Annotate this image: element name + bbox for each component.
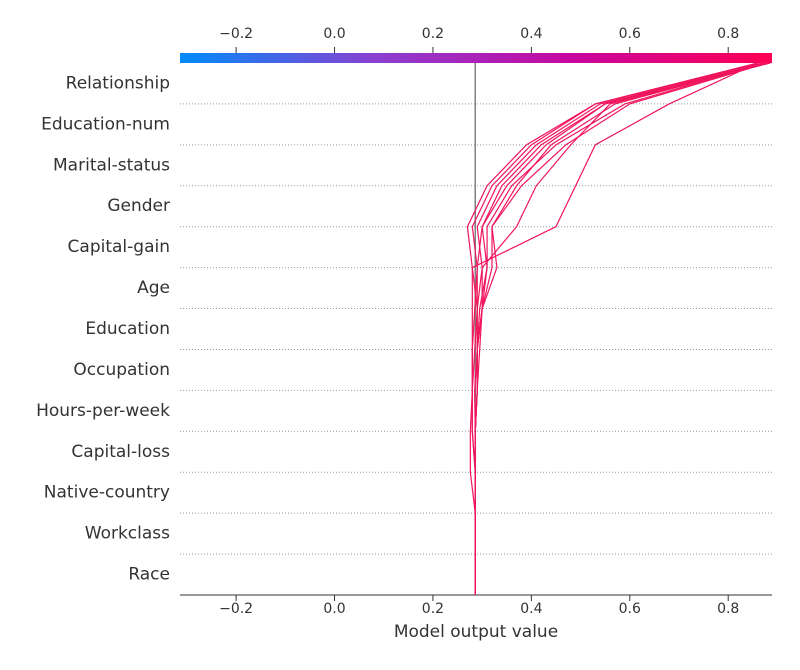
feature-label: Relationship	[66, 73, 170, 93]
x-tick-label: 0.0	[323, 601, 345, 617]
x-tick-label: −0.2	[219, 601, 253, 617]
feature-label: Hours-per-week	[36, 401, 170, 421]
feature-label: Workclass	[85, 524, 170, 544]
feature-label: Capital-loss	[71, 442, 170, 462]
decision-line	[474, 62, 768, 595]
top-tick-label: 0.8	[717, 26, 739, 42]
top-tick-label: 0.6	[619, 26, 641, 42]
x-tick-label: 0.6	[619, 601, 641, 617]
x-axis-label: Model output value	[394, 622, 558, 642]
x-tick-label: 0.2	[422, 601, 444, 617]
feature-label: Marital-status	[53, 155, 170, 175]
decision-line	[474, 62, 771, 595]
feature-label: Education-num	[41, 114, 170, 134]
x-tick-label: 0.8	[717, 601, 739, 617]
decision-line	[474, 62, 768, 595]
top-tick-label: −0.2	[219, 26, 253, 42]
feature-label: Education	[85, 319, 170, 339]
top-tick-label: 0.0	[323, 26, 345, 42]
top-tick-label: 0.2	[422, 26, 444, 42]
feature-label: Age	[137, 278, 170, 298]
decision-line	[466, 62, 763, 595]
feature-label: Occupation	[73, 360, 170, 380]
top-tick-label: 0.4	[520, 26, 542, 42]
decision-line	[471, 62, 758, 595]
feature-label: Race	[128, 565, 170, 585]
x-tick-label: 0.4	[520, 601, 542, 617]
feature-label: Gender	[107, 196, 170, 216]
decision-line	[474, 62, 771, 595]
decision-line	[471, 62, 768, 595]
feature-label: Native-country	[44, 483, 170, 503]
colorbar	[180, 53, 772, 63]
feature-label: Capital-gain	[68, 237, 170, 257]
decision-line	[471, 62, 758, 595]
decision-line	[474, 62, 763, 595]
decision-line	[474, 62, 766, 595]
